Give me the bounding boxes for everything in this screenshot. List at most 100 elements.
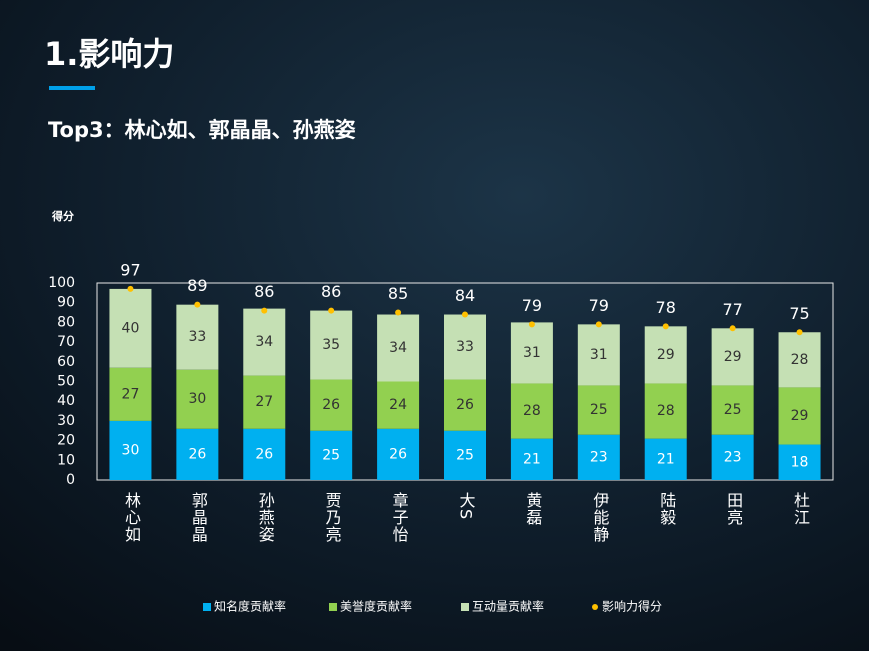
bar-segment [778, 387, 821, 445]
bar-segment [711, 434, 754, 480]
bar-segment [510, 438, 553, 480]
bar-segment [711, 328, 754, 386]
y-tick-label: 60 [57, 354, 75, 370]
score-label: 75 [789, 304, 809, 323]
x-tick-label: 贾乃亮 [323, 492, 342, 543]
bar-segment [109, 367, 152, 421]
score-label: 79 [522, 296, 542, 315]
x-tick-label: 田亮 [724, 492, 743, 526]
segment-label: 25 [590, 402, 608, 418]
legend-label: 知名度贡献率 [214, 599, 286, 614]
segment-label: 35 [322, 337, 340, 353]
score-dot [528, 321, 535, 328]
segment-label: 34 [255, 334, 273, 350]
y-tick-label: 0 [66, 472, 75, 488]
score-dot [729, 325, 736, 332]
y-tick-label: 30 [57, 413, 75, 429]
legend-marker [592, 604, 598, 610]
bar-segment [243, 375, 286, 429]
score-label: 77 [722, 300, 742, 319]
x-tick-label: 伊能静 [590, 492, 609, 543]
bar-segment [243, 308, 286, 376]
bar-segment [778, 444, 821, 480]
bar-segment [577, 324, 620, 386]
score-dot [127, 285, 134, 292]
segment-label: 30 [122, 442, 140, 458]
segment-label: 29 [657, 347, 675, 363]
x-tick-label: 郭晶晶 [189, 492, 208, 543]
y-tick-label: 90 [57, 295, 75, 311]
segment-label: 24 [389, 397, 407, 413]
x-tick-label: 孙燕姿 [256, 492, 275, 543]
bar-segment [444, 314, 486, 380]
bar-segment [109, 420, 152, 480]
segment-label: 28 [657, 403, 675, 419]
bar-segment [377, 314, 420, 382]
bar-segment [176, 428, 219, 480]
segment-label: 29 [791, 408, 809, 424]
segment-label: 33 [456, 339, 474, 355]
subtitle: Top3：林心如、郭晶晶、孙燕姿 [48, 118, 356, 142]
y-axis-label: 得分 [51, 209, 74, 223]
bar-segment [577, 434, 620, 480]
segment-label: 18 [791, 454, 809, 470]
segment-label: 33 [188, 329, 206, 345]
x-tick-label: 杜江 [791, 492, 810, 526]
bar-segment [711, 385, 754, 435]
bar-segment [778, 332, 821, 388]
bar-segment [644, 326, 687, 384]
y-tick-label: 50 [57, 374, 75, 390]
score-label: 79 [589, 296, 609, 315]
bar-segment [243, 428, 286, 480]
score-label: 89 [187, 276, 207, 295]
bar-segment [176, 369, 219, 429]
score-label: 86 [321, 282, 341, 301]
bar-segment [310, 430, 353, 480]
title-underline [49, 86, 95, 90]
bar-segment [444, 430, 486, 480]
score-label: 78 [656, 298, 676, 317]
segment-label: 26 [188, 446, 206, 462]
segment-label: 23 [724, 449, 742, 465]
score-label: 84 [455, 286, 475, 305]
score-dot [662, 323, 669, 330]
x-tick-label: 陆毅 [657, 492, 676, 526]
bar-segment [510, 383, 553, 439]
bar-segment [444, 379, 486, 431]
segment-label: 26 [389, 446, 407, 462]
score-dot [194, 301, 201, 308]
y-tick-label: 40 [57, 393, 75, 409]
segment-label: 29 [724, 349, 742, 365]
score-dot [595, 321, 602, 328]
legend-marker [461, 603, 469, 611]
segment-label: 26 [456, 397, 474, 413]
legend-marker [329, 603, 337, 611]
x-tick-label: 林心如 [122, 492, 141, 543]
bar-segment [644, 383, 687, 439]
score-dot [261, 307, 268, 314]
score-label: 97 [120, 260, 140, 279]
segment-label: 26 [255, 446, 273, 462]
legend-marker [203, 603, 211, 611]
bar-segment [577, 385, 620, 435]
segment-label: 25 [322, 447, 340, 463]
segment-label: 27 [122, 386, 140, 402]
x-tick-label: 大S [457, 492, 476, 520]
segment-label: 28 [523, 403, 541, 419]
segment-label: 23 [590, 449, 608, 465]
y-tick-label: 70 [57, 334, 75, 350]
segment-label: 25 [724, 402, 742, 418]
score-label: 85 [388, 284, 408, 303]
bar-segment [644, 438, 687, 480]
segment-label: 40 [122, 320, 140, 336]
segment-label: 21 [523, 451, 541, 467]
bar-segment [377, 381, 420, 429]
bar-segment [109, 288, 152, 368]
bar-segment [310, 310, 353, 380]
score-dot [462, 311, 468, 318]
segment-label: 25 [456, 447, 474, 463]
slide-title: 1.影响力 [44, 35, 174, 73]
y-tick-label: 100 [48, 275, 75, 291]
